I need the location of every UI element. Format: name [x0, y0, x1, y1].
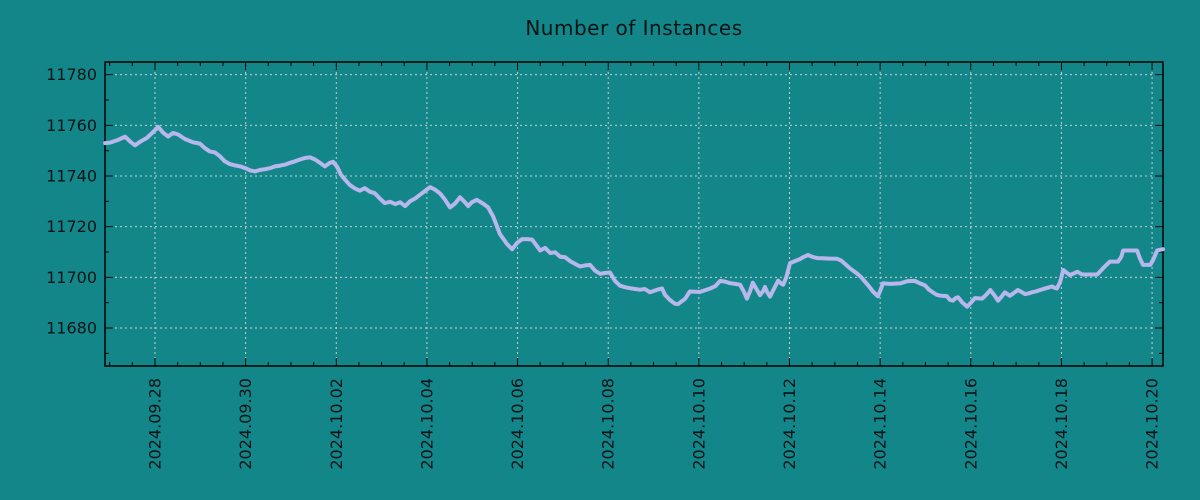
x-tick-label: 2024.10.14 — [871, 378, 890, 470]
y-tick-label: 11680 — [46, 319, 97, 338]
y-tick-label: 11780 — [46, 65, 97, 84]
x-tick-label: 2024.10.02 — [327, 378, 346, 470]
x-tick-label: 2024.10.16 — [961, 378, 980, 470]
x-tick-label: 2024.10.04 — [417, 378, 436, 470]
x-tick-label: 2024.09.30 — [236, 378, 255, 470]
x-tick-label: 2024.10.18 — [1052, 378, 1071, 470]
y-tick-label: 11740 — [46, 167, 97, 186]
y-tick-label: 11760 — [46, 116, 97, 135]
x-tick-label: 2024.10.20 — [1143, 378, 1162, 470]
x-tick-label: 2024.10.06 — [508, 378, 527, 470]
x-tick-label: 2024.10.10 — [689, 378, 708, 470]
x-tick-label: 2024.10.12 — [780, 378, 799, 470]
plot-frame — [104, 61, 1164, 367]
chart-title: Number of Instances — [525, 16, 743, 40]
y-tick-label: 11700 — [46, 268, 97, 287]
y-tick-label: 11720 — [46, 217, 97, 236]
x-tick-label: 2024.10.08 — [599, 378, 618, 470]
x-tick-label: 2024.09.28 — [145, 378, 164, 470]
series-line — [103, 124, 1165, 309]
